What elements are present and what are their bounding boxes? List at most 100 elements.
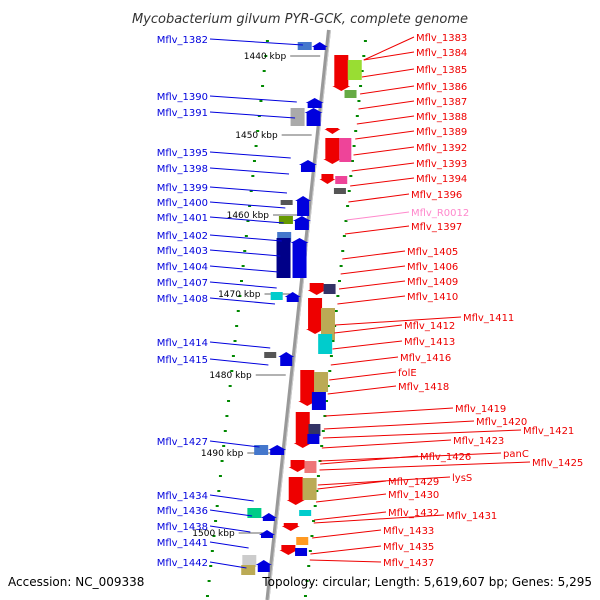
- gene-arrow-up[interactable]: [259, 530, 275, 538]
- gene-label-left[interactable]: Mflv_1415: [157, 355, 208, 366]
- gene-label-right[interactable]: Mflv_1384: [416, 48, 467, 59]
- gene-label-left[interactable]: Mflv_1442: [157, 558, 208, 569]
- gene-label-right[interactable]: panC: [503, 449, 529, 460]
- gene-arrow-up[interactable]: [268, 445, 287, 455]
- gene-block[interactable]: [254, 445, 269, 455]
- gene-arrow-up[interactable]: [295, 196, 312, 216]
- gene-label-right[interactable]: Mflv_1430: [388, 490, 439, 501]
- gene-label-right[interactable]: Mflv_1406: [407, 262, 458, 273]
- gene-label-left[interactable]: Mflv_1436: [157, 506, 208, 517]
- gene-arrow-down[interactable]: [279, 545, 298, 555]
- gene-block[interactable]: [311, 392, 326, 410]
- gene-block[interactable]: [308, 424, 321, 436]
- gene-label-right[interactable]: Mflv_1413: [404, 337, 455, 348]
- gene-block[interactable]: [335, 176, 348, 184]
- gene-block[interactable]: [277, 232, 292, 242]
- gene-label-left[interactable]: Mflv_1390: [157, 92, 208, 103]
- gene-label-left[interactable]: Mflv_1400: [157, 198, 208, 209]
- gene-arrow-down[interactable]: [307, 283, 326, 295]
- gene-label-right[interactable]: Mflv_1386: [416, 82, 467, 93]
- gene-block[interactable]: [247, 508, 262, 518]
- gene-label-right[interactable]: Mflv_1396: [411, 190, 462, 201]
- gene-block[interactable]: [333, 188, 346, 194]
- gene-label-right[interactable]: Mflv_1405: [407, 247, 458, 258]
- gene-block[interactable]: [318, 334, 333, 354]
- gene-label-left[interactable]: Mflv_1441: [157, 538, 208, 549]
- gene-arrow-up[interactable]: [290, 238, 309, 278]
- gene-block[interactable]: [241, 565, 256, 575]
- gene-label-right[interactable]: Mflv_R0012: [411, 208, 469, 219]
- gene-label-right[interactable]: Mflv_1420: [476, 417, 527, 428]
- gene-label-right[interactable]: Mflv_1385: [416, 65, 467, 76]
- gene-label-right[interactable]: Mflv_1387: [416, 97, 467, 108]
- gene-block[interactable]: [276, 238, 291, 278]
- gene-block[interactable]: [290, 108, 305, 126]
- gene-block[interactable]: [242, 555, 257, 567]
- gene-label-left[interactable]: Mflv_1434: [157, 491, 208, 502]
- gene-label-right[interactable]: Mflv_1392: [416, 143, 467, 154]
- gene-arrow-up[interactable]: [305, 98, 324, 108]
- gene-arrow-up[interactable]: [255, 560, 272, 572]
- gene-label-left[interactable]: Mflv_1438: [157, 522, 208, 533]
- gene-label-right[interactable]: Mflv_1416: [400, 353, 451, 364]
- gene-label-left[interactable]: Mflv_1399: [157, 183, 208, 194]
- gene-label-left[interactable]: Mflv_1427: [157, 437, 208, 448]
- gene-arrow-down[interactable]: [281, 523, 300, 531]
- gene-block[interactable]: [344, 90, 357, 98]
- gene-block[interactable]: [323, 284, 336, 294]
- gene-block[interactable]: [278, 216, 293, 224]
- gene-arrow-up[interactable]: [260, 513, 277, 521]
- gene-label-right[interactable]: Mflv_1425: [532, 458, 583, 469]
- gene-arrow-up[interactable]: [292, 216, 311, 230]
- gene-label-left[interactable]: Mflv_1407: [157, 278, 208, 289]
- gene-label-left[interactable]: Mflv_1404: [157, 262, 208, 273]
- gene-arrow-down[interactable]: [298, 370, 317, 406]
- gene-label-right[interactable]: Mflv_1419: [455, 404, 506, 415]
- gene-label-right[interactable]: Mflv_1411: [463, 313, 514, 324]
- gene-arrow-down[interactable]: [319, 174, 336, 184]
- gene-label-right[interactable]: Mflv_1433: [383, 526, 434, 537]
- gene-block[interactable]: [314, 372, 329, 392]
- gene-label-right[interactable]: Mflv_1410: [407, 292, 458, 303]
- gene-arrow-down[interactable]: [286, 477, 305, 505]
- gene-arrow-up[interactable]: [278, 352, 295, 366]
- gene-label-right[interactable]: Mflv_1435: [383, 542, 434, 553]
- gene-arrow-down[interactable]: [293, 412, 312, 448]
- gene-arrow-up[interactable]: [298, 160, 317, 172]
- gene-block[interactable]: [307, 434, 320, 444]
- gene-arrow-down[interactable]: [323, 138, 342, 164]
- gene-label-right[interactable]: Mflv_1432: [388, 508, 439, 519]
- gene-label-left[interactable]: Mflv_1403: [157, 246, 208, 257]
- gene-label-right[interactable]: Mflv_1418: [398, 382, 449, 393]
- gene-arrow-down[interactable]: [288, 460, 307, 472]
- gene-arrow-down[interactable]: [324, 128, 341, 134]
- gene-label-left[interactable]: Mflv_1382: [157, 35, 208, 46]
- gene-block[interactable]: [347, 60, 362, 80]
- gene-label-right[interactable]: Mflv_1388: [416, 112, 467, 123]
- gene-block[interactable]: [339, 138, 352, 162]
- gene-block[interactable]: [297, 42, 312, 50]
- gene-arrow-up[interactable]: [284, 292, 301, 302]
- gene-block[interactable]: [280, 200, 293, 205]
- gene-label-right[interactable]: Mflv_1383: [416, 33, 467, 44]
- gene-label-right[interactable]: folE: [398, 368, 417, 379]
- gene-label-right[interactable]: Mflv_1421: [523, 426, 574, 437]
- gene-label-right[interactable]: Mflv_1389: [416, 127, 467, 138]
- gene-arrow-up[interactable]: [304, 108, 323, 126]
- gene-block[interactable]: [295, 548, 308, 556]
- gene-label-right[interactable]: lysS: [452, 473, 472, 484]
- gene-label-right[interactable]: Mflv_1437: [383, 558, 434, 569]
- gene-arrow-down[interactable]: [306, 298, 325, 334]
- gene-label-right[interactable]: Mflv_1431: [446, 511, 497, 522]
- gene-label-right[interactable]: Mflv_1409: [407, 277, 458, 288]
- gene-label-right[interactable]: Mflv_1426: [420, 452, 471, 463]
- gene-block[interactable]: [296, 537, 309, 545]
- gene-label-right[interactable]: Mflv_1423: [453, 436, 504, 447]
- gene-block[interactable]: [270, 292, 283, 300]
- gene-label-right[interactable]: Mflv_1429: [388, 477, 439, 488]
- gene-label-left[interactable]: Mflv_1391: [157, 108, 208, 119]
- gene-label-right[interactable]: Mflv_1393: [416, 159, 467, 170]
- gene-block[interactable]: [304, 461, 317, 473]
- gene-label-left[interactable]: Mflv_1401: [157, 213, 208, 224]
- gene-label-left[interactable]: Mflv_1414: [157, 338, 208, 349]
